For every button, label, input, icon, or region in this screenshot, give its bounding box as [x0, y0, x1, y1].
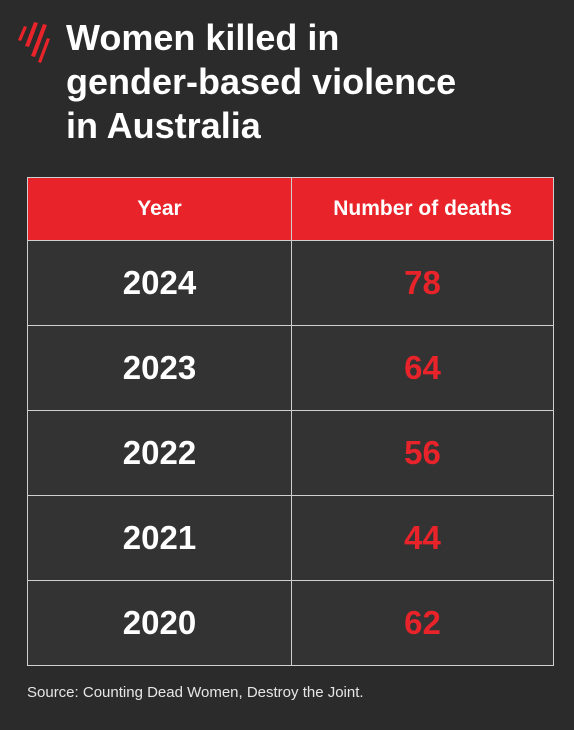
deaths-cell: 56 [291, 410, 554, 496]
deaths-cell: 62 [291, 580, 554, 666]
table-row: 2022 56 [27, 410, 554, 496]
year-cell: 2022 [27, 410, 292, 496]
table-row: 2023 64 [27, 325, 554, 411]
year-cell: 2021 [27, 495, 292, 581]
title-line: in Australia [66, 105, 261, 146]
source-note: Source: Counting Dead Women, Destroy the… [27, 684, 364, 701]
table-row: 2020 62 [27, 580, 554, 666]
table-header-row: Year Number of deaths [27, 177, 554, 241]
title-line: Women killed in [66, 17, 340, 58]
deaths-table: Year Number of deaths 2024 78 2023 64 20… [27, 177, 554, 666]
table-row: 2021 44 [27, 495, 554, 581]
column-header-deaths: Number of deaths [291, 177, 554, 241]
year-cell: 2024 [27, 240, 292, 326]
title-line: gender-based violence [66, 61, 457, 102]
year-cell: 2020 [27, 580, 292, 666]
page-title: Women killed in gender-based violence in… [66, 16, 546, 148]
deaths-cell: 64 [291, 325, 554, 411]
year-cell: 2023 [27, 325, 292, 411]
table-row: 2024 78 [27, 240, 554, 326]
column-header-year: Year [27, 177, 292, 241]
red-slash-logo-icon [18, 22, 50, 63]
deaths-cell: 78 [291, 240, 554, 326]
deaths-cell: 44 [291, 495, 554, 581]
